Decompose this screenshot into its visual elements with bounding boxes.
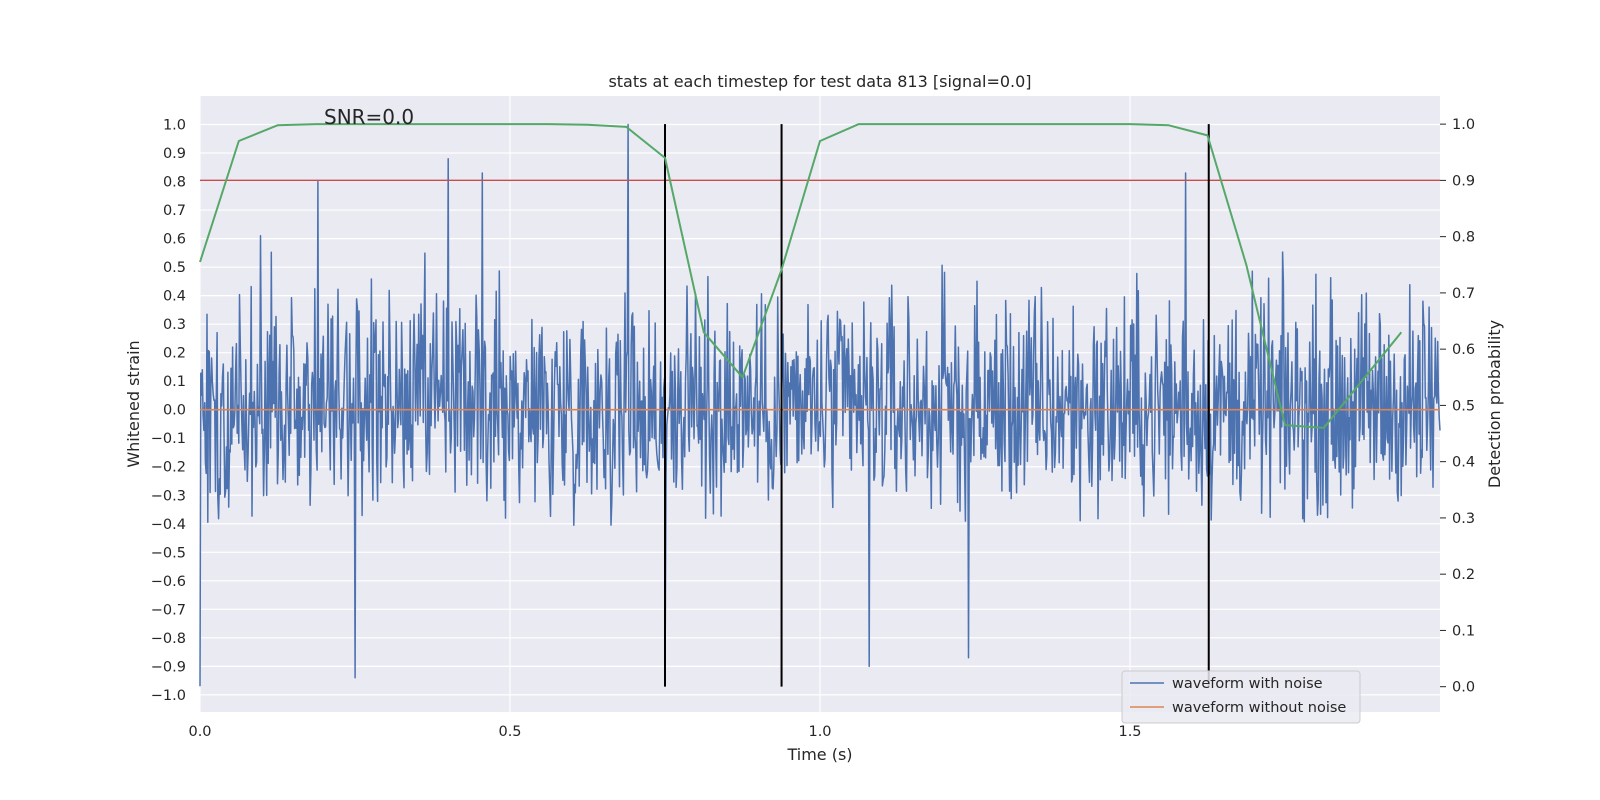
vertical-markers — [664, 124, 1210, 687]
y-tick-label-left: −0.8 — [151, 631, 186, 647]
y-tick-label-right: 0.0 — [1452, 680, 1475, 696]
y-tick-label-left: 0.5 — [163, 260, 186, 276]
y-tick-label-left: −1.0 — [151, 688, 186, 704]
y-tick-label-left: 0.7 — [163, 203, 186, 219]
y-tick-label-right: 0.2 — [1452, 567, 1475, 583]
x-tick-label: 1.5 — [1118, 724, 1141, 740]
y-tick-label-left: −0.4 — [151, 517, 186, 533]
y-tick-label-right: 0.1 — [1452, 623, 1475, 639]
legend-box — [1121, 670, 1361, 724]
y-tick-label-left: 0.6 — [163, 232, 186, 248]
y-tick-label-left: 0.4 — [163, 289, 186, 305]
probability-series — [199, 123, 1403, 429]
y-tick-label-left: −0.6 — [151, 574, 186, 590]
noise-series — [199, 123, 1441, 687]
probability-line — [199, 123, 1403, 429]
legend-label-noise: waveform with noise — [1172, 676, 1323, 692]
y-tick-label-left: 0.0 — [163, 403, 186, 419]
y-tick-label-left: 0.8 — [163, 175, 186, 191]
y-tick-label-left: 0.9 — [163, 146, 186, 162]
axis-ticks: 0.0 0.5 1.0 1.5 1.0 0.9 0.8 0.7 0.6 0.5 0.4 0.3 0.2 0… — [151, 117, 1475, 740]
y-tick-label-left: −0.7 — [151, 602, 186, 618]
y-tick-label-right: 1.0 — [1452, 117, 1475, 133]
y-axis-label-left: Whitened strain — [124, 340, 143, 467]
y-tick-label-right: 0.4 — [1452, 455, 1475, 471]
y-tick-label-right: 0.3 — [1452, 511, 1475, 527]
y-tick-label-left: 1.0 — [163, 118, 186, 134]
y-tick-label-left: 0.2 — [163, 346, 186, 362]
y-tick-label-left: 0.1 — [163, 374, 186, 390]
y-tick-label-right: 0.6 — [1452, 342, 1475, 358]
noise-waveform-line — [199, 123, 1441, 687]
chart-title: stats at each timestep for test data 813… — [608, 72, 1031, 91]
y-tick-label-right: 0.7 — [1452, 286, 1475, 302]
y-tick-label-right: 0.5 — [1452, 398, 1475, 414]
y-tick-label-left: 0.3 — [163, 317, 186, 333]
y-tick-label-left: −0.1 — [151, 431, 186, 447]
x-tick-label: 0.0 — [188, 724, 211, 740]
y-tick-label-right: 0.9 — [1452, 173, 1475, 189]
y-tick-label-left: −0.5 — [151, 545, 186, 561]
snr-annotation: SNR=0.0 — [324, 105, 414, 129]
y-tick-label-right: 0.8 — [1452, 230, 1475, 246]
y-tick-label-left: −0.2 — [151, 460, 186, 476]
y-tick-label-left: −0.3 — [151, 488, 186, 504]
y-tick-label-left: −0.9 — [151, 659, 186, 675]
x-tick-label: 1.0 — [808, 724, 831, 740]
y-axis-label-right: Detection probability — [1485, 320, 1504, 488]
legend-label-clean: waveform without noise — [1172, 700, 1346, 716]
legend: waveform with noise waveform without noi… — [1121, 670, 1361, 724]
x-tick-label: 0.5 — [498, 724, 521, 740]
x-axis-label: Time (s) — [786, 745, 852, 764]
